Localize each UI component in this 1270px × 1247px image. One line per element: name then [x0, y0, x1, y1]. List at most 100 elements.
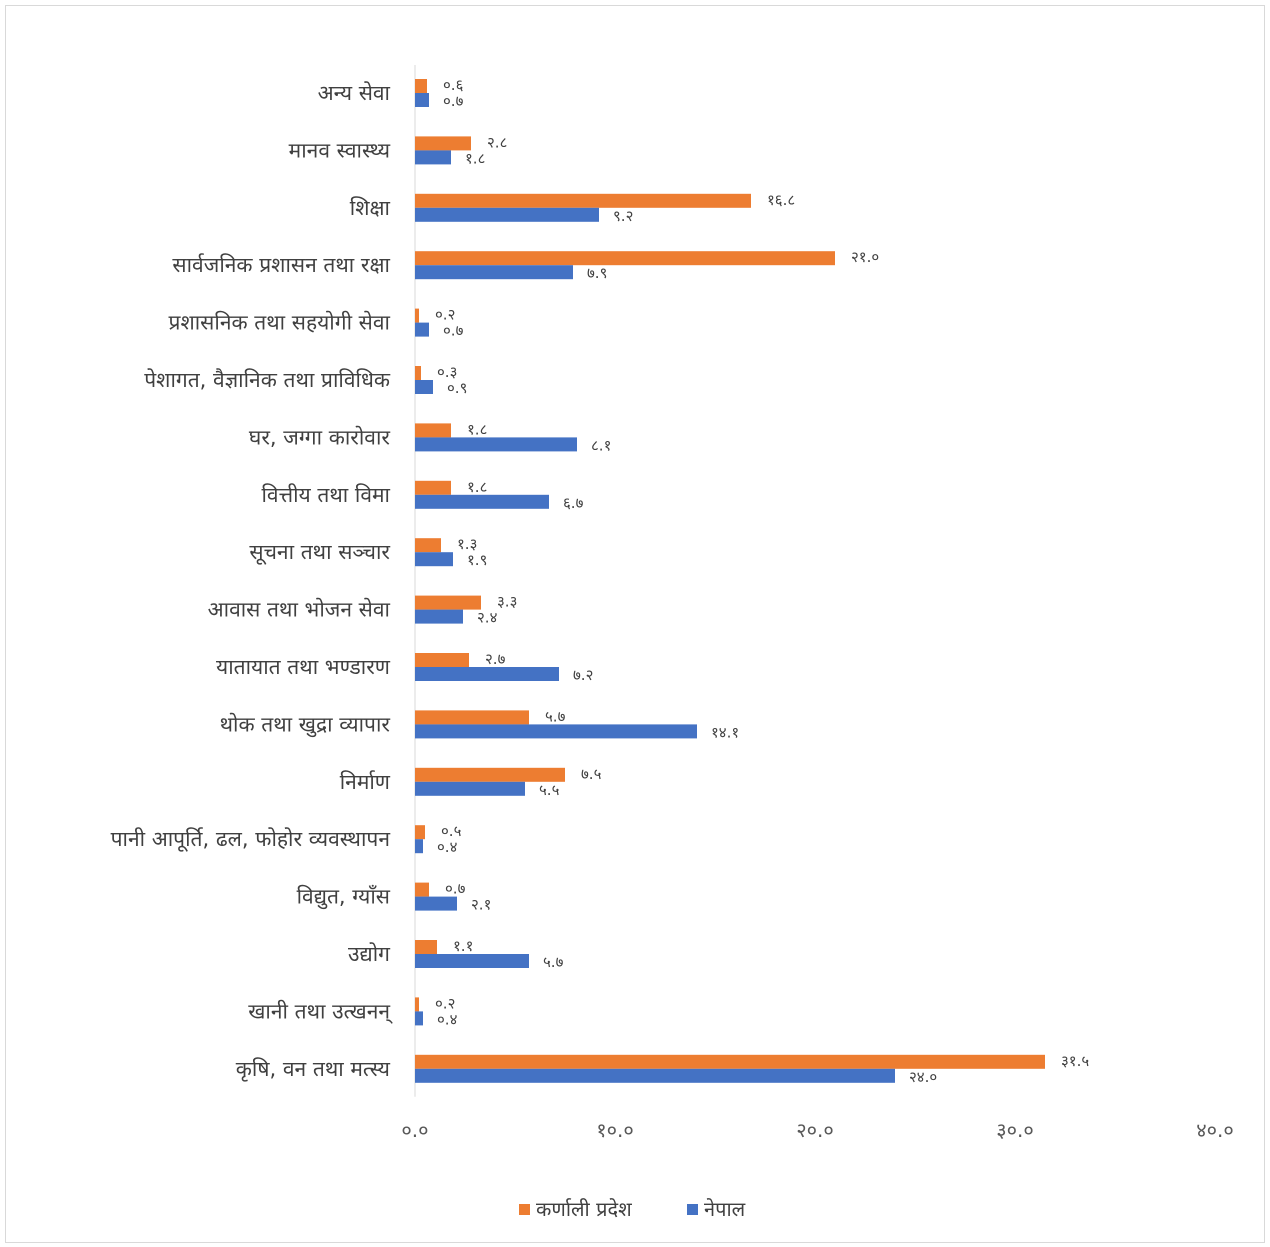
bar-nepal [415, 150, 451, 165]
data-label-karnali: ०.३ [437, 363, 457, 381]
chart-frame [5, 5, 1265, 1243]
category-label: सार्वजनिक प्रशासन तथा रक्षा [172, 253, 390, 277]
legend-swatch-karnali [519, 1204, 530, 1215]
bar-nepal [415, 1068, 895, 1083]
data-label-nepal: २.१ [471, 896, 491, 914]
category-label: अन्य सेवा [318, 81, 391, 105]
bar-nepal [415, 1011, 423, 1026]
data-label-nepal: ०.४ [437, 1010, 458, 1028]
data-label-nepal: ०.४ [437, 838, 458, 856]
bar-karnali [415, 308, 419, 323]
bar-nepal [415, 322, 429, 337]
category-label: पानी आपूर्ति, ढल, फोहोर व्यवस्थापन [111, 827, 391, 852]
bar-karnali [415, 710, 529, 725]
data-label-karnali: ०.५ [441, 822, 462, 840]
bar-nepal [415, 265, 573, 280]
bar-karnali [415, 997, 419, 1012]
data-label-nepal: ५.७ [543, 953, 564, 971]
category-label: घर, जग्गा कारोवार [249, 425, 390, 449]
data-label-nepal: ०.९ [447, 379, 467, 397]
bar-nepal [415, 380, 433, 394]
category-label: विद्युत, ग्याँस [297, 885, 391, 910]
x-tick-label: ०.० [401, 1118, 428, 1142]
data-label-karnali: ०.२ [435, 306, 455, 324]
bar-karnali [415, 882, 429, 897]
bar-nepal [415, 437, 577, 452]
data-label-nepal: ५.५ [539, 781, 560, 799]
category-label: निर्माण [340, 770, 391, 794]
bar-nepal [415, 609, 463, 624]
bar-karnali [415, 251, 835, 266]
bar-nepal [415, 954, 529, 968]
bar-nepal [415, 667, 559, 681]
data-label-karnali: १.८ [467, 478, 487, 496]
category-label: थोक तथा खुद्रा व्यापार [220, 712, 391, 737]
bar-nepal [415, 896, 457, 911]
data-label-karnali: ०.२ [435, 994, 455, 1012]
x-tick-label: १०.० [596, 1118, 634, 1142]
x-tick-label: ३०.० [996, 1118, 1034, 1142]
bar-nepal [415, 207, 599, 222]
bar-nepal [415, 781, 525, 796]
data-label-karnali: २.७ [485, 650, 506, 668]
data-label-karnali: १.८ [467, 420, 487, 438]
data-label-karnali: २१.० [851, 248, 879, 266]
category-label: उद्योग [348, 942, 391, 966]
category-label: शिक्षा [350, 196, 391, 220]
category-label: खानी तथा उत्खनन् [248, 999, 393, 1024]
category-label: सूचना तथा सञ्चार [249, 540, 390, 565]
data-label-karnali: १.३ [457, 535, 477, 553]
legend-label-nepal: नेपाल [704, 1197, 746, 1221]
legend-label-karnali: कर्णाली प्रदेश [536, 1197, 632, 1221]
data-label-karnali: ७.५ [581, 765, 602, 783]
bar-karnali [415, 538, 441, 553]
bar-nepal [415, 494, 549, 509]
data-label-nepal: २.४ [477, 609, 498, 627]
category-label: मानव स्वास्थ्य [289, 138, 391, 162]
bar-nepal [415, 724, 697, 739]
bar-karnali [415, 653, 469, 667]
data-label-nepal: १४.१ [711, 723, 739, 741]
bar-nepal [415, 552, 453, 567]
data-label-karnali: ०.६ [443, 76, 464, 94]
bar-karnali [415, 366, 421, 380]
data-label-karnali: १.१ [453, 937, 473, 955]
data-label-nepal: १.९ [467, 551, 487, 569]
data-label-karnali: २.८ [487, 133, 507, 151]
bar-karnali [415, 767, 565, 782]
data-label-nepal: ०.७ [443, 322, 464, 340]
category-label: वित्तीय तथा विमा [261, 483, 390, 507]
bar-karnali [415, 136, 471, 151]
data-label-nepal: ९.२ [613, 207, 633, 225]
category-label: यातायात तथा भण्डारण [216, 655, 391, 679]
bar-nepal [415, 93, 429, 107]
bar-karnali [415, 825, 425, 840]
data-label-karnali: ३१.५ [1061, 1052, 1089, 1070]
bar-nepal [415, 839, 423, 854]
data-label-karnali: ३.३ [497, 593, 517, 611]
data-label-nepal: ७.९ [587, 264, 607, 282]
data-label-karnali: ५.७ [545, 707, 566, 725]
data-label-karnali: ०.७ [445, 880, 466, 898]
x-tick-label: २०.० [796, 1118, 834, 1142]
bar-karnali [415, 480, 451, 495]
category-label: कृषि, वन तथा मत्स्य [236, 1057, 391, 1082]
data-label-nepal: २४.० [909, 1068, 937, 1086]
bar-karnali [415, 79, 427, 93]
data-label-nepal: ८.१ [591, 436, 611, 454]
data-label-nepal: १.८ [465, 149, 485, 167]
category-label: प्रशासनिक तथा सहयोगी सेवा [169, 311, 391, 335]
category-label: आवास तथा भोजन सेवा [208, 598, 391, 622]
bar-karnali [415, 940, 437, 954]
data-label-nepal: ०.७ [443, 92, 464, 110]
category-label: पेशागत, वैज्ञानिक तथा प्राविधिक [144, 368, 391, 392]
data-label-karnali: १६.८ [767, 191, 795, 209]
bar-karnali [415, 423, 451, 438]
data-label-nepal: ६.७ [563, 494, 584, 512]
bar-karnali [415, 1054, 1045, 1069]
bar-karnali [415, 595, 481, 610]
legend-swatch-nepal [687, 1204, 698, 1215]
bar-karnali [415, 193, 751, 208]
data-label-nepal: ७.२ [573, 666, 593, 684]
